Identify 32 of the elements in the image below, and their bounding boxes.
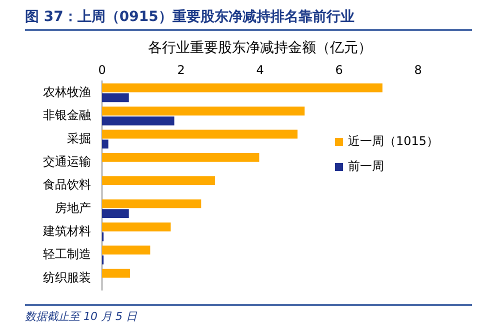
legend-label: 近一周（1015） — [348, 133, 439, 150]
x-tick-label: 0 — [98, 63, 106, 78]
bar — [102, 93, 129, 102]
x-tick-label: 2 — [177, 63, 185, 78]
bar — [102, 199, 202, 208]
legend-label: 前一周 — [348, 158, 384, 175]
chart-title: 图 37：上周（0915）重要股东净减持排名靠前行业 — [25, 8, 472, 31]
bar — [102, 222, 171, 232]
bar — [102, 246, 150, 255]
y-tick-label: 建筑材料 — [42, 224, 91, 238]
bar — [102, 268, 130, 278]
bar — [102, 209, 129, 218]
y-tick-label: 农林牧渔 — [43, 84, 91, 99]
bar — [102, 152, 260, 162]
y-tick-label: 采掘 — [67, 131, 91, 146]
x-tick-label: 6 — [335, 63, 343, 78]
y-tick-label: 纺织服装 — [43, 270, 91, 284]
bar — [102, 140, 108, 149]
bar — [102, 176, 215, 186]
bar — [102, 83, 382, 92]
y-tick-label: 轻工制造 — [43, 247, 91, 262]
x-axis-title: 各行业重要股东净减持金额（亿元） — [148, 40, 372, 56]
bar — [102, 130, 298, 139]
x-tick-label: 8 — [414, 63, 422, 78]
text: 数据截止至 10 月 5 日 — [25, 310, 137, 323]
y-tick-label: 食品饮料 — [43, 178, 91, 192]
y-tick-label: 交通运输 — [43, 154, 91, 168]
bar — [102, 106, 305, 116]
y-tick-label: 非银金融 — [43, 108, 91, 122]
x-tick-label: 4 — [256, 63, 264, 78]
bar — [102, 116, 174, 126]
y-tick-label: 房地产 — [55, 200, 91, 215]
